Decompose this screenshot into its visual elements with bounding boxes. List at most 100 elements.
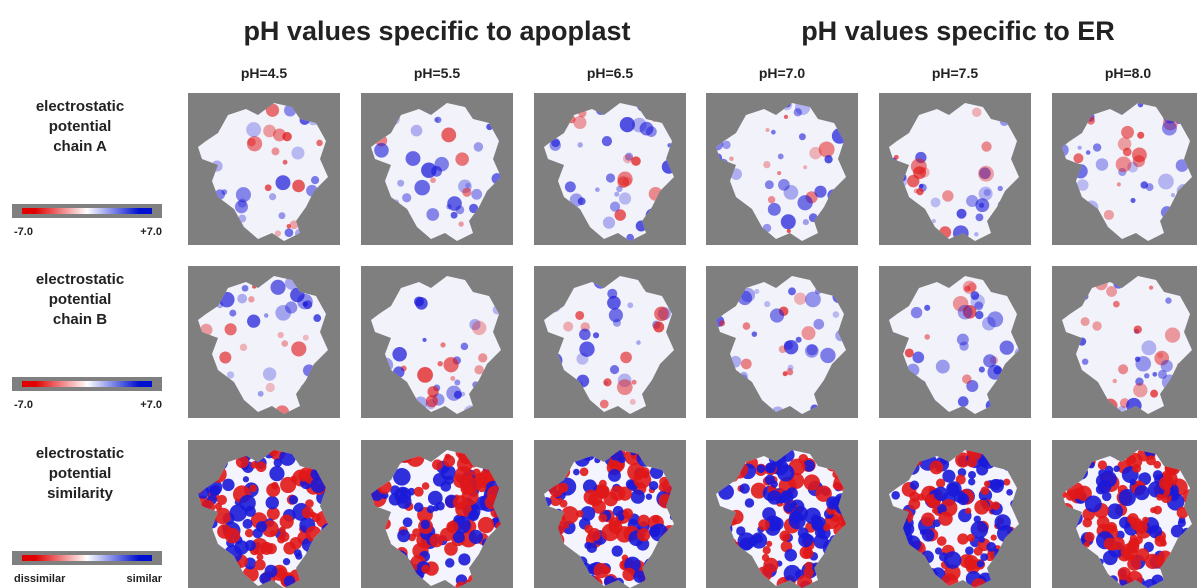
spot: [255, 559, 266, 570]
column-label: pH=7.0: [759, 65, 806, 81]
spot: [305, 499, 314, 508]
spot: [453, 495, 467, 509]
spot: [243, 519, 253, 529]
spot: [1161, 360, 1173, 372]
spot: [646, 493, 652, 499]
spot: [1144, 373, 1149, 378]
spot: [719, 320, 725, 326]
spot: [1104, 210, 1114, 220]
spot: [468, 510, 479, 521]
spot: [937, 536, 947, 546]
spot: [454, 379, 460, 385]
spot: [453, 531, 465, 543]
spot: [603, 378, 611, 386]
spot: [916, 188, 923, 195]
spot: [1156, 494, 1163, 501]
spot: [374, 143, 389, 158]
spot: [1150, 390, 1158, 398]
spot: [924, 305, 930, 311]
spot: [1082, 518, 1092, 528]
spot: [1155, 535, 1166, 546]
spot: [561, 506, 579, 524]
spot: [1118, 567, 1131, 580]
spot: [1132, 147, 1147, 162]
spot: [777, 496, 785, 504]
spot: [1145, 554, 1160, 569]
spot: [1171, 193, 1175, 197]
group-title: pH values specific to ER: [801, 16, 1115, 46]
spot: [417, 367, 433, 383]
spot: [931, 197, 941, 207]
spot: [789, 511, 802, 524]
spot: [303, 335, 309, 341]
spot: [811, 518, 824, 531]
spot: [965, 508, 971, 514]
spot: [298, 471, 309, 482]
spot: [426, 395, 438, 407]
spot: [240, 344, 247, 351]
spot: [580, 467, 589, 476]
spot: [478, 517, 494, 533]
spot: [991, 534, 997, 540]
spot: [1103, 550, 1118, 565]
spot: [446, 204, 452, 210]
spot: [251, 461, 258, 468]
spot: [779, 530, 790, 541]
spot: [788, 365, 794, 371]
spot: [649, 526, 660, 537]
spot: [278, 212, 285, 219]
spot: [894, 155, 899, 160]
spot: [1146, 455, 1156, 465]
spot: [458, 553, 470, 565]
spot: [962, 374, 971, 383]
spot: [602, 136, 612, 146]
spot: [607, 289, 617, 299]
spot: [269, 466, 284, 481]
spot: [910, 481, 919, 490]
scale-max: +7.0: [140, 399, 162, 411]
spot: [402, 193, 411, 202]
spot: [799, 133, 806, 140]
spot: [765, 475, 775, 485]
spot: [595, 187, 600, 192]
spot: [266, 496, 279, 509]
spot: [239, 495, 256, 512]
spot: [636, 340, 641, 345]
spot: [266, 483, 280, 497]
row-label: chain B: [53, 311, 107, 328]
spot: [1132, 464, 1141, 473]
spot: [421, 162, 436, 177]
spot: [983, 354, 996, 367]
spot: [762, 554, 769, 561]
spot: [270, 280, 285, 295]
spot: [1116, 156, 1132, 172]
spot: [794, 293, 806, 305]
spot: [965, 546, 974, 555]
spot: [295, 553, 302, 560]
panel-image: [188, 93, 340, 246]
spot: [788, 287, 796, 295]
spot: [1134, 485, 1149, 500]
panel-image: [361, 266, 513, 420]
spot: [796, 337, 802, 343]
spot: [617, 379, 633, 395]
spot: [957, 533, 968, 544]
spot: [803, 567, 814, 578]
spot: [619, 192, 631, 204]
spot: [290, 475, 297, 482]
spot: [820, 348, 835, 363]
column-label: pH=7.5: [932, 65, 979, 81]
spot: [455, 152, 469, 166]
spot: [1127, 513, 1138, 524]
spot: [412, 528, 421, 537]
spot: [565, 181, 576, 192]
spot: [627, 302, 633, 308]
spot: [469, 530, 483, 544]
spot: [757, 464, 766, 473]
spot: [260, 542, 273, 555]
spot: [282, 132, 291, 141]
spot: [432, 459, 443, 470]
spot: [968, 478, 975, 485]
spot: [1086, 150, 1091, 155]
spot: [616, 186, 622, 192]
